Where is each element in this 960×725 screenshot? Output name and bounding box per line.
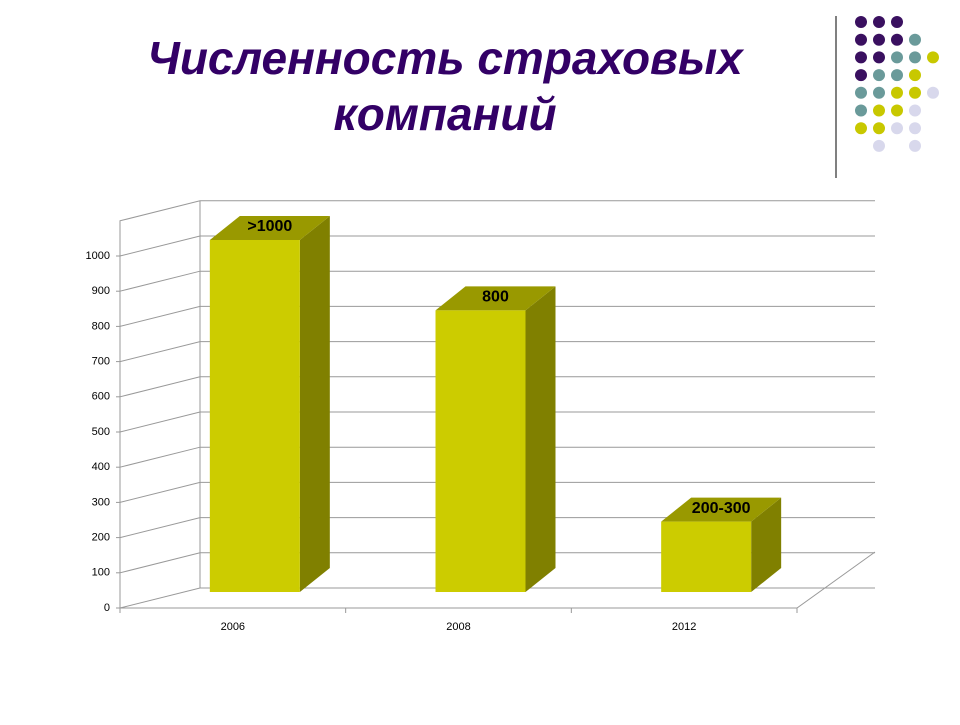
bar-front <box>209 240 300 592</box>
grid-line <box>119 587 875 609</box>
y-tick-label: 600 <box>92 391 110 403</box>
dot <box>855 51 867 64</box>
dot <box>891 69 903 82</box>
bar <box>661 497 782 592</box>
y-tick-label: 0 <box>104 602 110 614</box>
back-wall <box>119 200 875 608</box>
dot <box>873 16 885 28</box>
dot <box>855 33 867 46</box>
dot <box>891 104 903 117</box>
dot <box>909 51 921 64</box>
dot <box>873 33 885 46</box>
dot <box>873 69 885 82</box>
dot <box>909 69 921 82</box>
dot <box>873 51 885 64</box>
bar <box>209 216 330 592</box>
grid-line <box>119 270 875 292</box>
bar-top <box>209 216 330 240</box>
dot <box>855 104 867 117</box>
dot <box>855 122 867 135</box>
y-tick-label: 1000 <box>86 250 110 262</box>
dot <box>891 16 903 28</box>
grid-line <box>119 341 875 363</box>
y-tick-label: 400 <box>92 461 110 473</box>
chart-title: Численность страховых компаний <box>147 32 745 140</box>
grid-line <box>119 235 875 257</box>
x-tick-label: 2006 <box>221 621 245 633</box>
dot <box>873 122 885 135</box>
dot <box>909 104 921 117</box>
x-tick-label: 2012 <box>672 621 696 633</box>
dot <box>891 33 903 46</box>
value-label: 800 <box>482 289 509 306</box>
grid-line <box>119 411 875 433</box>
dot <box>873 139 885 152</box>
grid-line <box>119 376 875 398</box>
grid-line <box>119 517 875 539</box>
decoration <box>855 16 939 152</box>
bar-front <box>435 310 526 592</box>
dot <box>891 51 903 64</box>
bar-side <box>751 497 782 592</box>
value-label: >1000 <box>247 218 292 235</box>
y-tick-label: 300 <box>92 496 110 508</box>
y-tick-label: 200 <box>92 532 110 544</box>
grid-line <box>119 481 875 503</box>
dot <box>927 51 939 64</box>
y-tick-label: 100 <box>92 567 110 579</box>
bar-top <box>435 286 556 311</box>
y-tick-label: 700 <box>92 356 110 368</box>
dot <box>873 104 885 117</box>
dot <box>855 16 867 28</box>
x-tick-label: 2008 <box>446 621 470 633</box>
grid-line <box>119 305 875 327</box>
dot <box>909 86 921 99</box>
value-label: 200-300 <box>692 500 751 517</box>
y-tick-label: 900 <box>92 285 110 297</box>
dot <box>891 122 903 135</box>
bar-top <box>661 497 782 522</box>
bar-side <box>525 286 556 592</box>
y-tick-label: 800 <box>92 320 110 332</box>
dot <box>855 86 867 99</box>
dot <box>891 86 903 99</box>
bar-side <box>299 216 330 592</box>
dot <box>855 69 867 82</box>
y-tick-label: 500 <box>92 426 110 438</box>
dot <box>909 122 921 135</box>
dot <box>927 86 939 99</box>
bar-front <box>661 521 752 592</box>
dot <box>909 33 921 46</box>
bar <box>435 286 556 592</box>
dot <box>909 139 921 152</box>
grid-line <box>119 552 875 574</box>
dot <box>873 86 885 99</box>
grid-line <box>119 446 875 468</box>
